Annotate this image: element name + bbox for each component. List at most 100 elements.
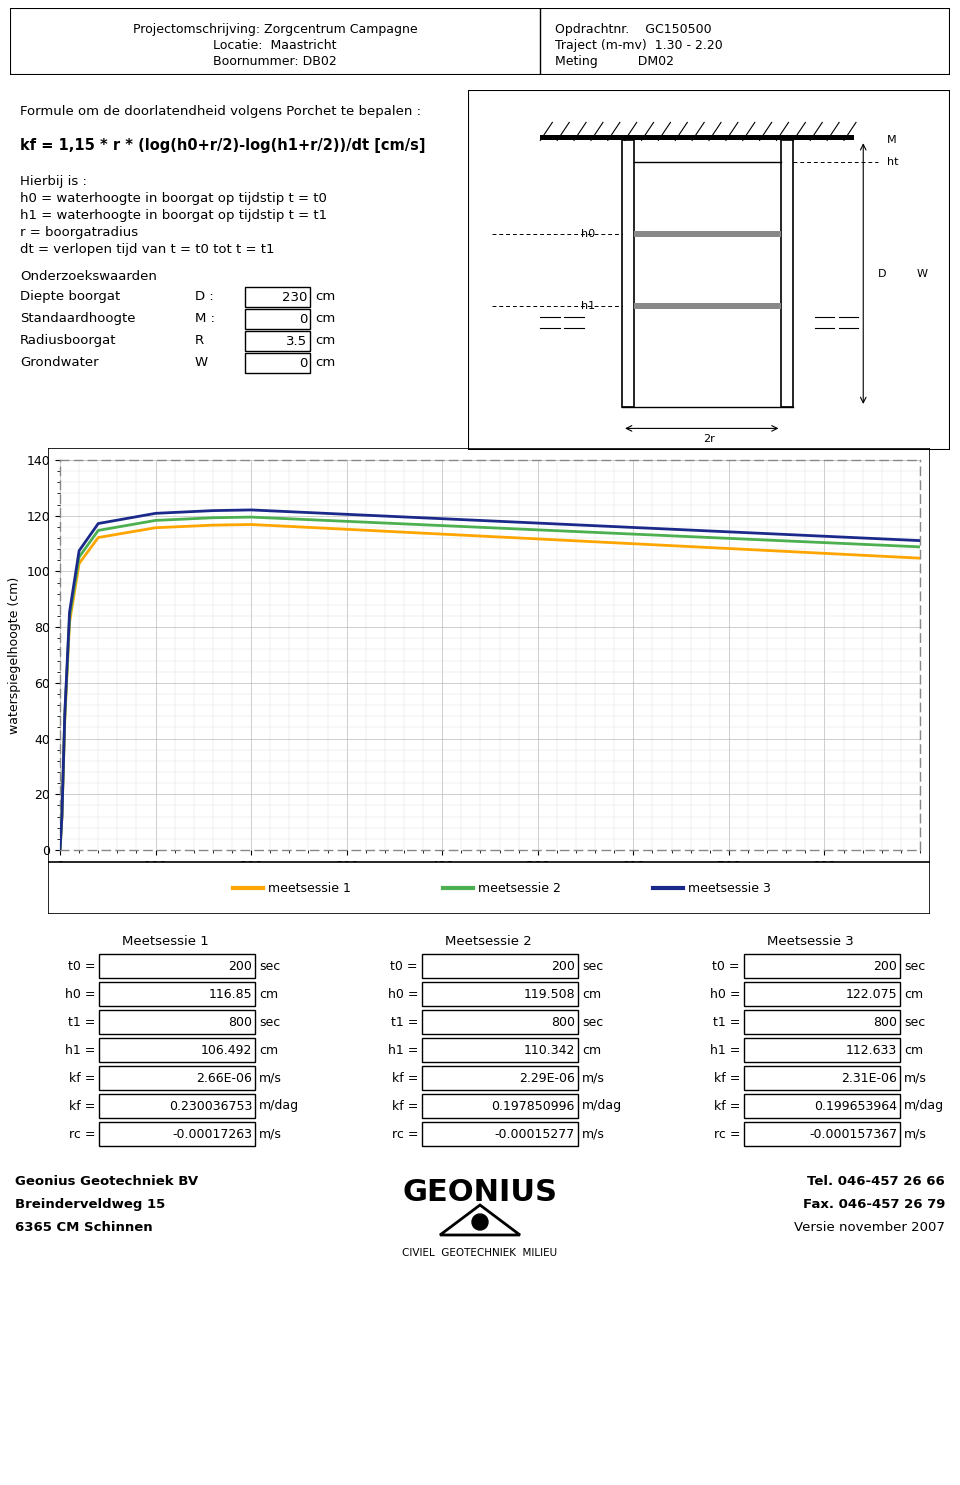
Text: M: M <box>887 135 897 146</box>
Text: Meetsessie 1: Meetsessie 1 <box>122 936 208 949</box>
Text: cm: cm <box>259 1044 278 1056</box>
Text: 119.508: 119.508 <box>523 988 575 1001</box>
Text: 800: 800 <box>873 1016 897 1029</box>
Text: sec: sec <box>904 1016 925 1029</box>
Text: 112.633: 112.633 <box>846 1044 897 1056</box>
Text: Meting          DM02: Meting DM02 <box>555 55 674 68</box>
Text: ht: ht <box>887 157 899 166</box>
Text: Projectomschrijving: Zorgcentrum Campagne: Projectomschrijving: Zorgcentrum Campagn… <box>132 22 418 36</box>
Bar <box>245 353 310 373</box>
Text: sec: sec <box>582 1016 603 1029</box>
Text: t1 =: t1 = <box>391 1016 418 1029</box>
Bar <box>744 982 900 1005</box>
Text: m/dag: m/dag <box>904 1099 944 1112</box>
Text: 230: 230 <box>281 291 307 304</box>
Bar <box>245 331 310 350</box>
Text: 0.197850996: 0.197850996 <box>492 1099 575 1112</box>
Text: cm: cm <box>582 988 601 1001</box>
Text: kf =: kf = <box>713 1099 740 1112</box>
Bar <box>245 287 310 307</box>
Text: Meetsessie 2: Meetsessie 2 <box>444 936 532 949</box>
Text: D: D <box>877 269 886 279</box>
Bar <box>245 309 310 330</box>
Text: rc =: rc = <box>713 1127 740 1140</box>
Text: sec: sec <box>259 959 280 973</box>
Bar <box>635 303 781 309</box>
Text: W: W <box>916 269 927 279</box>
Text: t0 =: t0 = <box>712 959 740 973</box>
Text: CIVIEL  GEOTECHNIEK  MILIEU: CIVIEL GEOTECHNIEK MILIEU <box>402 1247 558 1258</box>
Text: R: R <box>195 334 204 347</box>
Text: Opdrachtnr.    GC150500: Opdrachtnr. GC150500 <box>555 22 711 36</box>
Text: Diepte boorgat: Diepte boorgat <box>20 290 120 303</box>
Circle shape <box>472 1215 488 1230</box>
Text: Geonius Geotechniek BV: Geonius Geotechniek BV <box>15 1175 198 1188</box>
Text: 0.199653964: 0.199653964 <box>814 1099 897 1112</box>
Text: 800: 800 <box>551 1016 575 1029</box>
Text: M :: M : <box>195 312 215 325</box>
Text: kf =: kf = <box>713 1072 740 1084</box>
Text: cm: cm <box>904 988 924 1001</box>
Text: m/s: m/s <box>904 1072 926 1084</box>
Bar <box>622 141 635 407</box>
Text: 2.29E-06: 2.29E-06 <box>519 1072 575 1084</box>
Text: m/dag: m/dag <box>259 1099 300 1112</box>
Text: -0.00015277: -0.00015277 <box>494 1127 575 1140</box>
Text: 0: 0 <box>299 313 307 327</box>
Text: 106.492: 106.492 <box>201 1044 252 1056</box>
Text: 122.075: 122.075 <box>846 988 897 1001</box>
Bar <box>744 1038 900 1062</box>
Text: GEONIUS: GEONIUS <box>402 1178 558 1207</box>
Text: Traject (m-mv)  1.30 - 2.20: Traject (m-mv) 1.30 - 2.20 <box>555 39 723 52</box>
Text: W: W <box>195 356 208 368</box>
Text: D :: D : <box>195 290 214 303</box>
Text: t1 =: t1 = <box>67 1016 95 1029</box>
Text: Onderzoekswaarden: Onderzoekswaarden <box>20 270 156 284</box>
Text: kf =: kf = <box>392 1072 418 1084</box>
Text: cm: cm <box>315 356 335 368</box>
Text: kf = 1,15 * r * (log(h0+r/2)-log(h1+r/2))/dt [cm/s]: kf = 1,15 * r * (log(h0+r/2)-log(h1+r/2)… <box>20 138 425 153</box>
Bar <box>99 1010 255 1034</box>
Text: sec: sec <box>259 1016 280 1029</box>
Text: 3.5: 3.5 <box>286 336 307 347</box>
Text: m/s: m/s <box>582 1072 605 1084</box>
Text: m/s: m/s <box>259 1127 282 1140</box>
Text: cm: cm <box>315 290 335 303</box>
Text: -0.00017263: -0.00017263 <box>172 1127 252 1140</box>
Text: Locatie:  Maastricht: Locatie: Maastricht <box>213 39 337 52</box>
Text: Fax. 046-457 26 79: Fax. 046-457 26 79 <box>803 1198 945 1210</box>
Text: h1 =: h1 = <box>64 1044 95 1056</box>
Text: meetsessie 3: meetsessie 3 <box>688 882 771 894</box>
Text: Breinderveldweg 15: Breinderveldweg 15 <box>15 1198 165 1210</box>
Text: t0 =: t0 = <box>67 959 95 973</box>
Text: Grondwater: Grondwater <box>20 356 99 368</box>
Text: h0 = waterhoogte in boorgat op tijdstip t = t0: h0 = waterhoogte in boorgat op tijdstip … <box>20 192 326 205</box>
Text: m/dag: m/dag <box>582 1099 622 1112</box>
Text: meetsessie 1: meetsessie 1 <box>268 882 350 894</box>
Bar <box>744 1010 900 1034</box>
Text: Boornummer: DB02: Boornummer: DB02 <box>213 55 337 68</box>
Bar <box>422 1066 578 1090</box>
Text: h1 =: h1 = <box>388 1044 418 1056</box>
Text: cm: cm <box>315 334 335 347</box>
Bar <box>422 1038 578 1062</box>
Text: dt = verlopen tijd van t = t0 tot t = t1: dt = verlopen tijd van t = t0 tot t = t1 <box>20 244 275 255</box>
Text: kf =: kf = <box>68 1099 95 1112</box>
Bar <box>540 135 853 141</box>
Text: t1 =: t1 = <box>712 1016 740 1029</box>
Text: h1 = waterhoogte in boorgat op tijdstip t = t1: h1 = waterhoogte in boorgat op tijdstip … <box>20 209 327 221</box>
Bar <box>422 1094 578 1118</box>
Text: 6365 CM Schinnen: 6365 CM Schinnen <box>15 1221 153 1234</box>
Bar <box>99 982 255 1005</box>
Bar <box>422 953 578 979</box>
Text: 110.342: 110.342 <box>523 1044 575 1056</box>
Text: cm: cm <box>582 1044 601 1056</box>
Bar <box>422 982 578 1005</box>
Text: 2.66E-06: 2.66E-06 <box>196 1072 252 1084</box>
X-axis label: tijd (sec): tijd (sec) <box>455 878 525 892</box>
Text: kf =: kf = <box>68 1072 95 1084</box>
Text: 2r: 2r <box>703 434 715 444</box>
Bar <box>99 1123 255 1146</box>
Bar <box>744 1094 900 1118</box>
Y-axis label: waterspiegelhoogte (cm): waterspiegelhoogte (cm) <box>8 576 21 734</box>
